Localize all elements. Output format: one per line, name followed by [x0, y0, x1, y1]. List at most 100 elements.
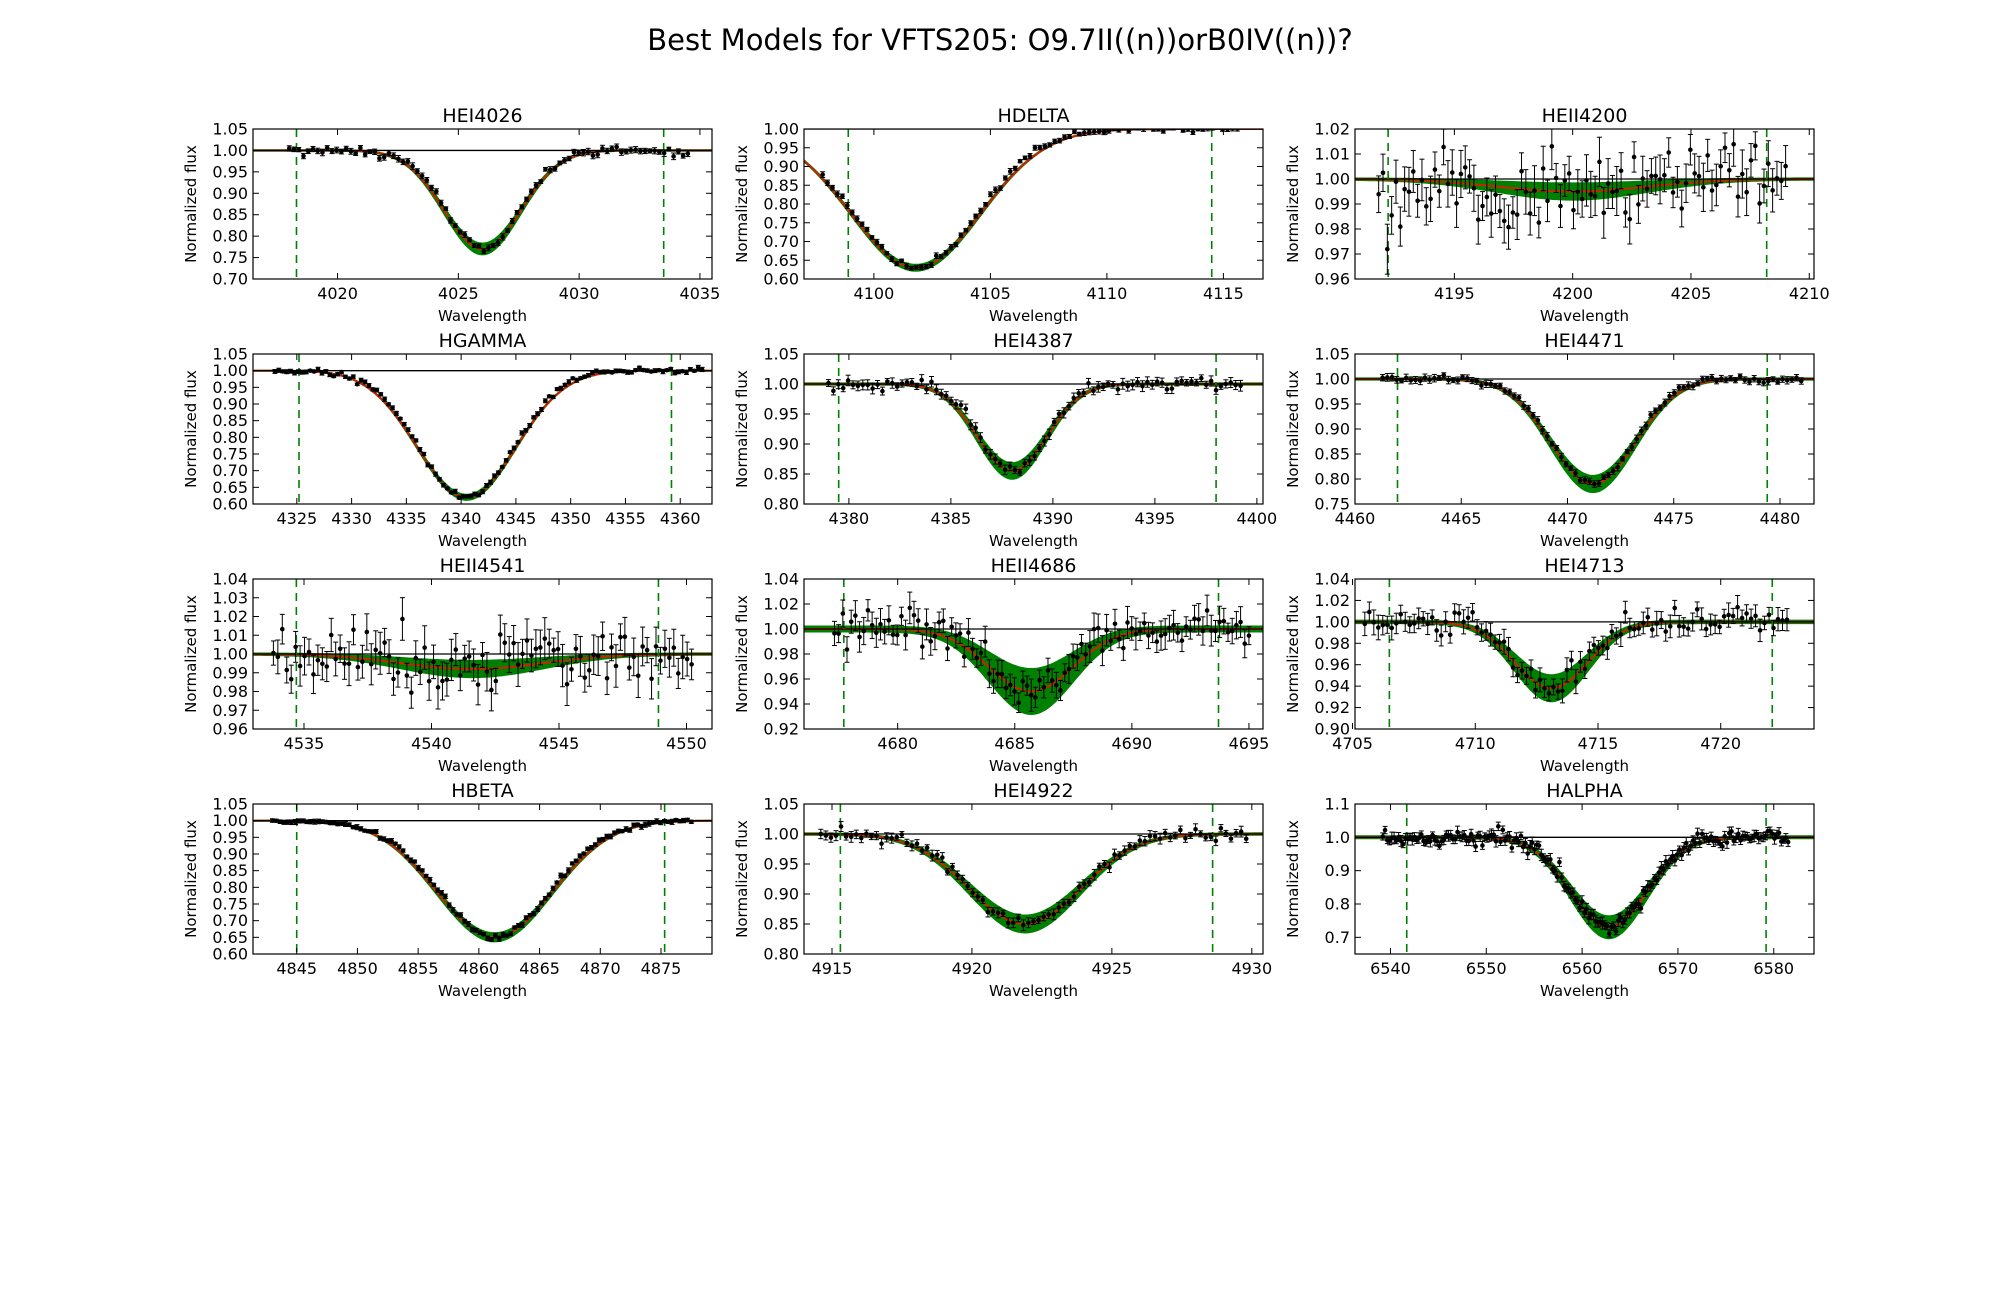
data-point — [1722, 145, 1728, 151]
data-point — [552, 166, 558, 172]
data-point — [546, 393, 552, 399]
data-point — [300, 818, 306, 824]
data-point — [423, 873, 429, 879]
data-point — [1681, 384, 1686, 390]
data-point — [1203, 835, 1208, 840]
data-point — [329, 148, 335, 154]
subplot-title: HEII4200 — [1542, 105, 1628, 127]
data-point — [1213, 628, 1218, 634]
data-point — [1161, 129, 1166, 134]
data-point — [507, 449, 513, 455]
data-point — [1423, 840, 1429, 846]
data-point — [904, 840, 910, 846]
data-point — [1605, 181, 1611, 186]
data-point — [845, 378, 851, 383]
data-point — [1441, 837, 1447, 843]
data-point — [1436, 375, 1442, 381]
data-point — [613, 663, 619, 669]
y-tick-label: 0.90 — [1314, 720, 1350, 739]
data-point — [354, 824, 360, 830]
data-point — [316, 819, 321, 824]
data-point — [574, 377, 580, 383]
observed-data — [1376, 129, 1789, 275]
data-point — [288, 368, 293, 374]
data-point — [1062, 134, 1067, 140]
data-point — [275, 654, 281, 660]
data-point — [1549, 441, 1555, 447]
data-point — [528, 189, 534, 194]
data-point — [1037, 445, 1042, 451]
y-tick-label: 1.04 — [1314, 570, 1350, 589]
y-tick-label: 0.95 — [763, 855, 799, 874]
data-point — [464, 494, 470, 499]
data-point — [840, 385, 846, 391]
data-point — [1133, 631, 1139, 637]
data-point — [943, 393, 949, 399]
data-point — [346, 661, 352, 667]
data-point — [671, 154, 676, 159]
data-point — [279, 626, 285, 632]
data-point — [404, 854, 410, 859]
data-point — [476, 243, 482, 249]
data-point — [1640, 620, 1646, 626]
data-point — [1775, 616, 1781, 622]
data-point — [1200, 628, 1206, 634]
data-point — [327, 372, 333, 378]
data-point — [1492, 639, 1498, 645]
data-point — [1606, 472, 1611, 478]
data-point — [1667, 393, 1672, 399]
data-point — [823, 833, 829, 838]
x-tick-label: 4200 — [1552, 284, 1593, 303]
data-point — [884, 835, 889, 840]
data-point — [657, 149, 662, 155]
data-point — [911, 612, 917, 618]
data-point — [1203, 382, 1209, 388]
data-point — [848, 619, 854, 624]
x-axis-label: Wavelength — [989, 982, 1078, 1000]
data-point — [562, 873, 567, 879]
data-point — [1748, 158, 1754, 163]
data-point — [1125, 620, 1130, 625]
data-point — [1425, 621, 1430, 627]
data-point — [448, 490, 454, 495]
data-point — [1399, 378, 1404, 383]
plot-area — [1355, 129, 1814, 279]
data-point — [1070, 653, 1076, 659]
data-point — [869, 834, 874, 839]
data-point — [904, 263, 909, 269]
y-tick-label: 1.05 — [212, 345, 248, 364]
data-point — [1596, 481, 1602, 486]
data-point — [966, 630, 971, 635]
data-point — [826, 380, 831, 386]
x-tick-label: 4330 — [331, 509, 372, 528]
data-point — [554, 880, 560, 885]
data-point — [680, 654, 686, 660]
data-point — [1615, 464, 1621, 470]
data-point — [577, 853, 583, 859]
data-point — [1077, 131, 1082, 137]
data-point — [1229, 628, 1235, 634]
data-point — [970, 646, 975, 652]
data-point — [1402, 186, 1407, 192]
data-point — [1071, 894, 1077, 900]
data-point — [543, 896, 548, 901]
data-point — [1382, 827, 1388, 833]
data-point — [1771, 625, 1776, 631]
data-point — [385, 838, 391, 843]
data-point — [368, 661, 374, 667]
data-point — [1174, 379, 1180, 385]
data-point — [429, 464, 434, 469]
data-point — [456, 495, 462, 501]
data-point — [1537, 677, 1543, 683]
data-point — [619, 828, 625, 834]
data-point — [1223, 381, 1229, 387]
x-tick-label: 4855 — [398, 959, 439, 978]
data-point — [305, 148, 311, 154]
y-tick-label: 0.80 — [212, 428, 248, 447]
data-point — [433, 471, 438, 477]
data-point — [1466, 838, 1472, 844]
data-point — [395, 670, 401, 675]
data-point — [1086, 879, 1092, 885]
subplot-halpha: 6540 6550 6560 6570 65800.70.80.91.01.1HALPH… — [1284, 780, 1815, 1000]
data-point — [818, 831, 824, 837]
